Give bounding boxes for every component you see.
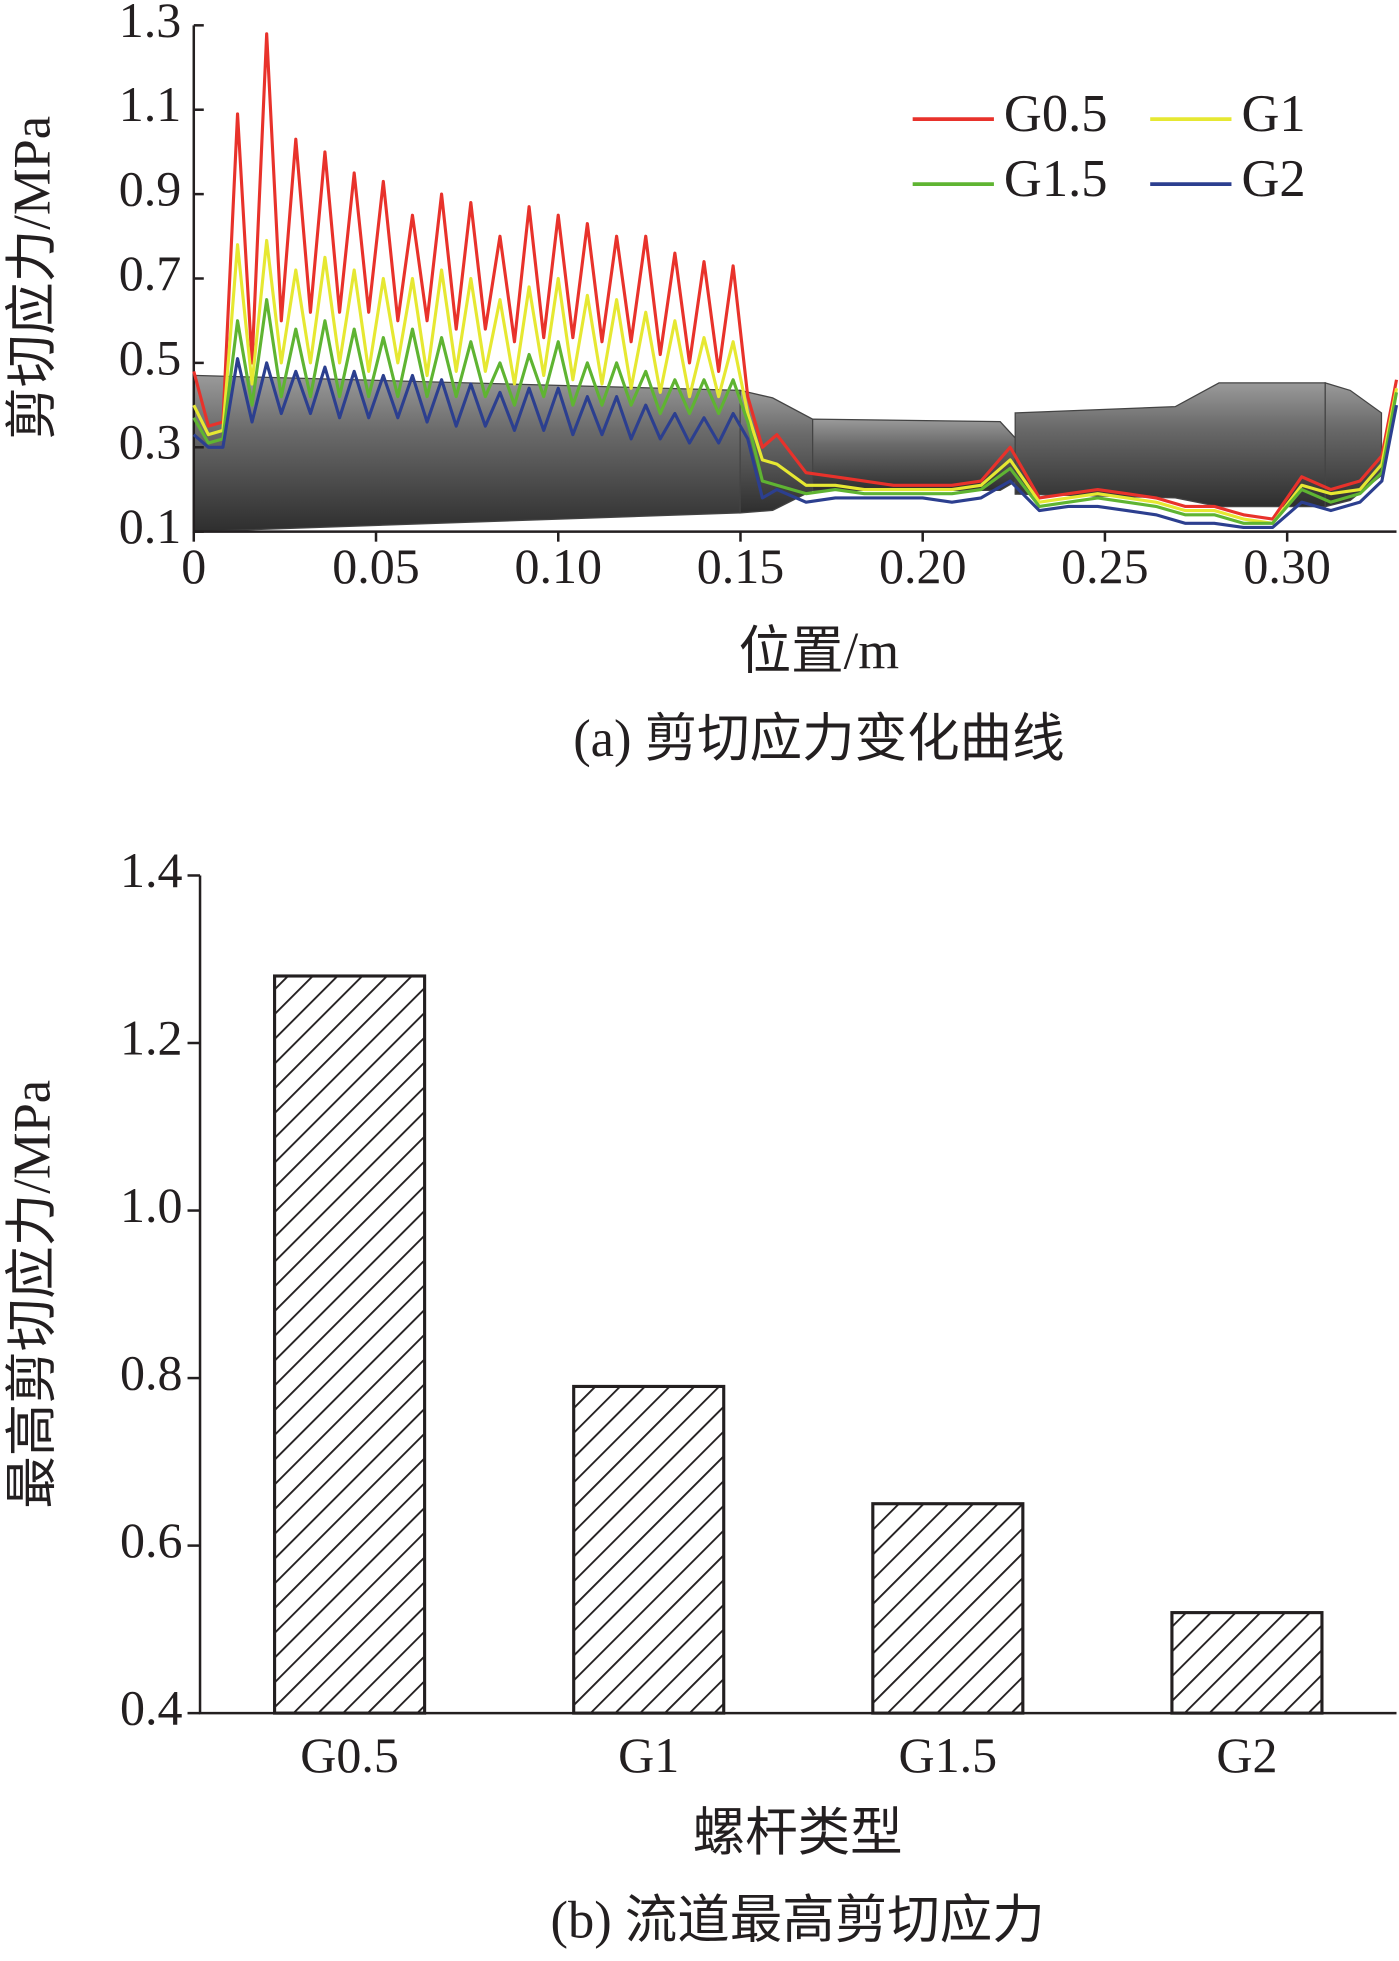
y-tick-label: 0.3 [119, 414, 181, 470]
y-tick-label: 0.8 [120, 1345, 183, 1401]
chart-a: 位置/m (a) 剪切应力变化曲线 剪切应力/MPa 0.1 0.3 0.5 0.7 0… [4, 0, 1399, 768]
x-tick-label: 0 [181, 538, 206, 594]
x-tick-label: 0.05 [332, 538, 420, 594]
bar [1170, 1611, 1324, 1715]
y-tick-label: 1.3 [119, 0, 181, 48]
x-tick-label: G2 [1216, 1727, 1277, 1783]
legend-label: G1.5 [1004, 150, 1108, 208]
series-line [192, 32, 1399, 521]
series-line [192, 238, 1399, 525]
legend-label: G2 [1241, 150, 1305, 208]
y-tick-label: 1.0 [120, 1177, 183, 1233]
legend-label: G0.5 [1004, 85, 1108, 143]
y-tick-label: 0.5 [119, 329, 181, 385]
y-tick-label: 0.1 [119, 498, 181, 554]
x-tick-label: 0.30 [1243, 538, 1331, 594]
bar [273, 974, 427, 1715]
y-tick-label: 1.2 [120, 1009, 183, 1065]
caption: (a) 剪切应力变化曲线 [573, 710, 1064, 768]
y-axis-label: 剪切应力/MPa [4, 116, 62, 440]
y-tick-label: 0.7 [119, 245, 181, 301]
x-tick-label: 0.20 [879, 538, 967, 594]
y-tick-label: 0.6 [120, 1512, 183, 1568]
x-tick-label: G0.5 [300, 1727, 399, 1783]
x-axis-label: 螺杆类型 [693, 1804, 903, 1862]
x-tick-label: 0.15 [697, 538, 785, 594]
x-axis-label: 位置/m [739, 623, 900, 681]
y-tick-label: 0.9 [119, 161, 181, 217]
series-line [192, 298, 1399, 525]
x-tick-label: G1.5 [899, 1727, 998, 1783]
y-tick-label: 1.1 [119, 76, 181, 132]
screw-illustration [193, 374, 1383, 533]
bar [572, 1384, 726, 1715]
series-line [192, 357, 1399, 529]
x-tick-label: 0.10 [514, 538, 602, 594]
x-tick-label: G1 [618, 1727, 679, 1783]
y-tick-label: 1.4 [120, 842, 183, 898]
caption: (b) 流道最高剪切应力 [550, 1892, 1044, 1950]
y-axis-label: 最高剪切应力/MPa [4, 1080, 62, 1509]
legend-label: G1 [1241, 85, 1305, 143]
chart-b: 螺杆类型 (b) 流道最高剪切应力 最高剪切应力/MPa 0.4 0.6 0.8 1.… [4, 842, 1397, 1950]
y-tick-label: 0.4 [120, 1680, 183, 1736]
x-tick-label: 0.25 [1061, 538, 1149, 594]
bar [871, 1502, 1025, 1715]
